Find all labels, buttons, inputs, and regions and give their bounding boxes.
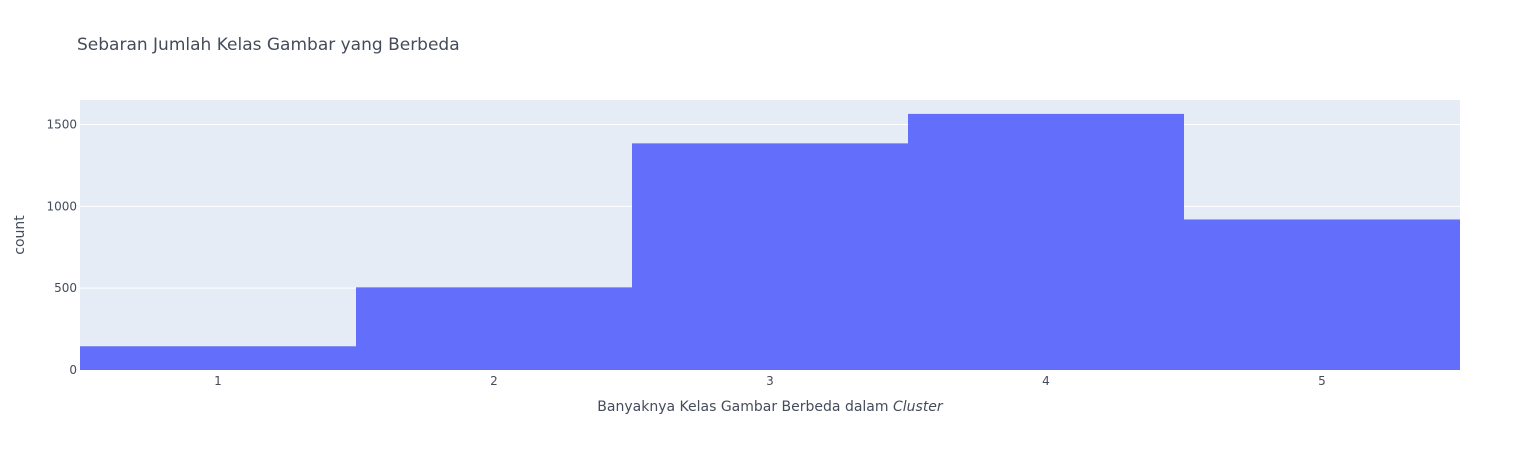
x-axis-ticks: 1 2 3 4 5 xyxy=(214,374,1326,388)
x-tick-label: 4 xyxy=(1042,374,1050,388)
bar xyxy=(80,346,356,370)
bar xyxy=(1184,219,1460,370)
bar xyxy=(356,287,632,370)
x-axis-title-text: Banyaknya Kelas Gambar Berbeda dalam xyxy=(597,399,893,415)
x-tick-label: 2 xyxy=(490,374,498,388)
y-tick-label: 0 xyxy=(69,363,77,377)
x-axis-title: Banyaknya Kelas Gambar Berbeda dalam Clu… xyxy=(597,399,944,415)
bar xyxy=(632,143,908,370)
x-tick-label: 5 xyxy=(1318,374,1326,388)
x-axis-title-italic: Cluster xyxy=(893,399,944,415)
x-tick-label: 1 xyxy=(214,374,222,388)
y-tick-label: 1000 xyxy=(46,199,77,213)
y-tick-label: 1500 xyxy=(46,118,77,132)
y-tick-label: 500 xyxy=(54,281,77,295)
bar xyxy=(908,113,1184,370)
y-axis-ticks: 0 500 1000 1500 xyxy=(46,118,77,377)
bars xyxy=(80,113,1460,370)
y-axis-title: count xyxy=(12,215,28,255)
chart-title: Sebaran Jumlah Kelas Gambar yang Berbeda xyxy=(77,35,460,55)
x-tick-label: 3 xyxy=(766,374,774,388)
